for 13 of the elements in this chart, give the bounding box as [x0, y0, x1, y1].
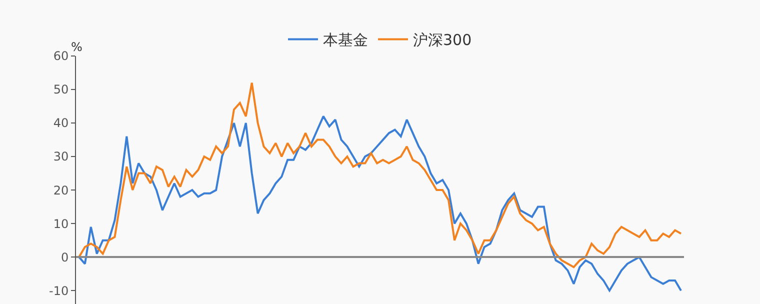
- y-axis-title: %: [71, 40, 82, 54]
- y-tick-label: -10: [48, 284, 69, 298]
- y-tick-label: 20: [53, 183, 69, 198]
- legend-label: 本基金: [323, 31, 368, 50]
- y-tick-label: 50: [53, 82, 69, 97]
- line-series: [78, 82, 682, 268]
- y-tick-label: 0: [60, 250, 69, 264]
- legend-label: 沪深300: [413, 31, 472, 50]
- y-tick-label: 60: [53, 49, 69, 64]
- y-tick-label: 30: [53, 150, 69, 164]
- y-tick-label: 10: [53, 216, 69, 231]
- line-series: [78, 115, 682, 292]
- y-tick-label: 40: [53, 116, 69, 130]
